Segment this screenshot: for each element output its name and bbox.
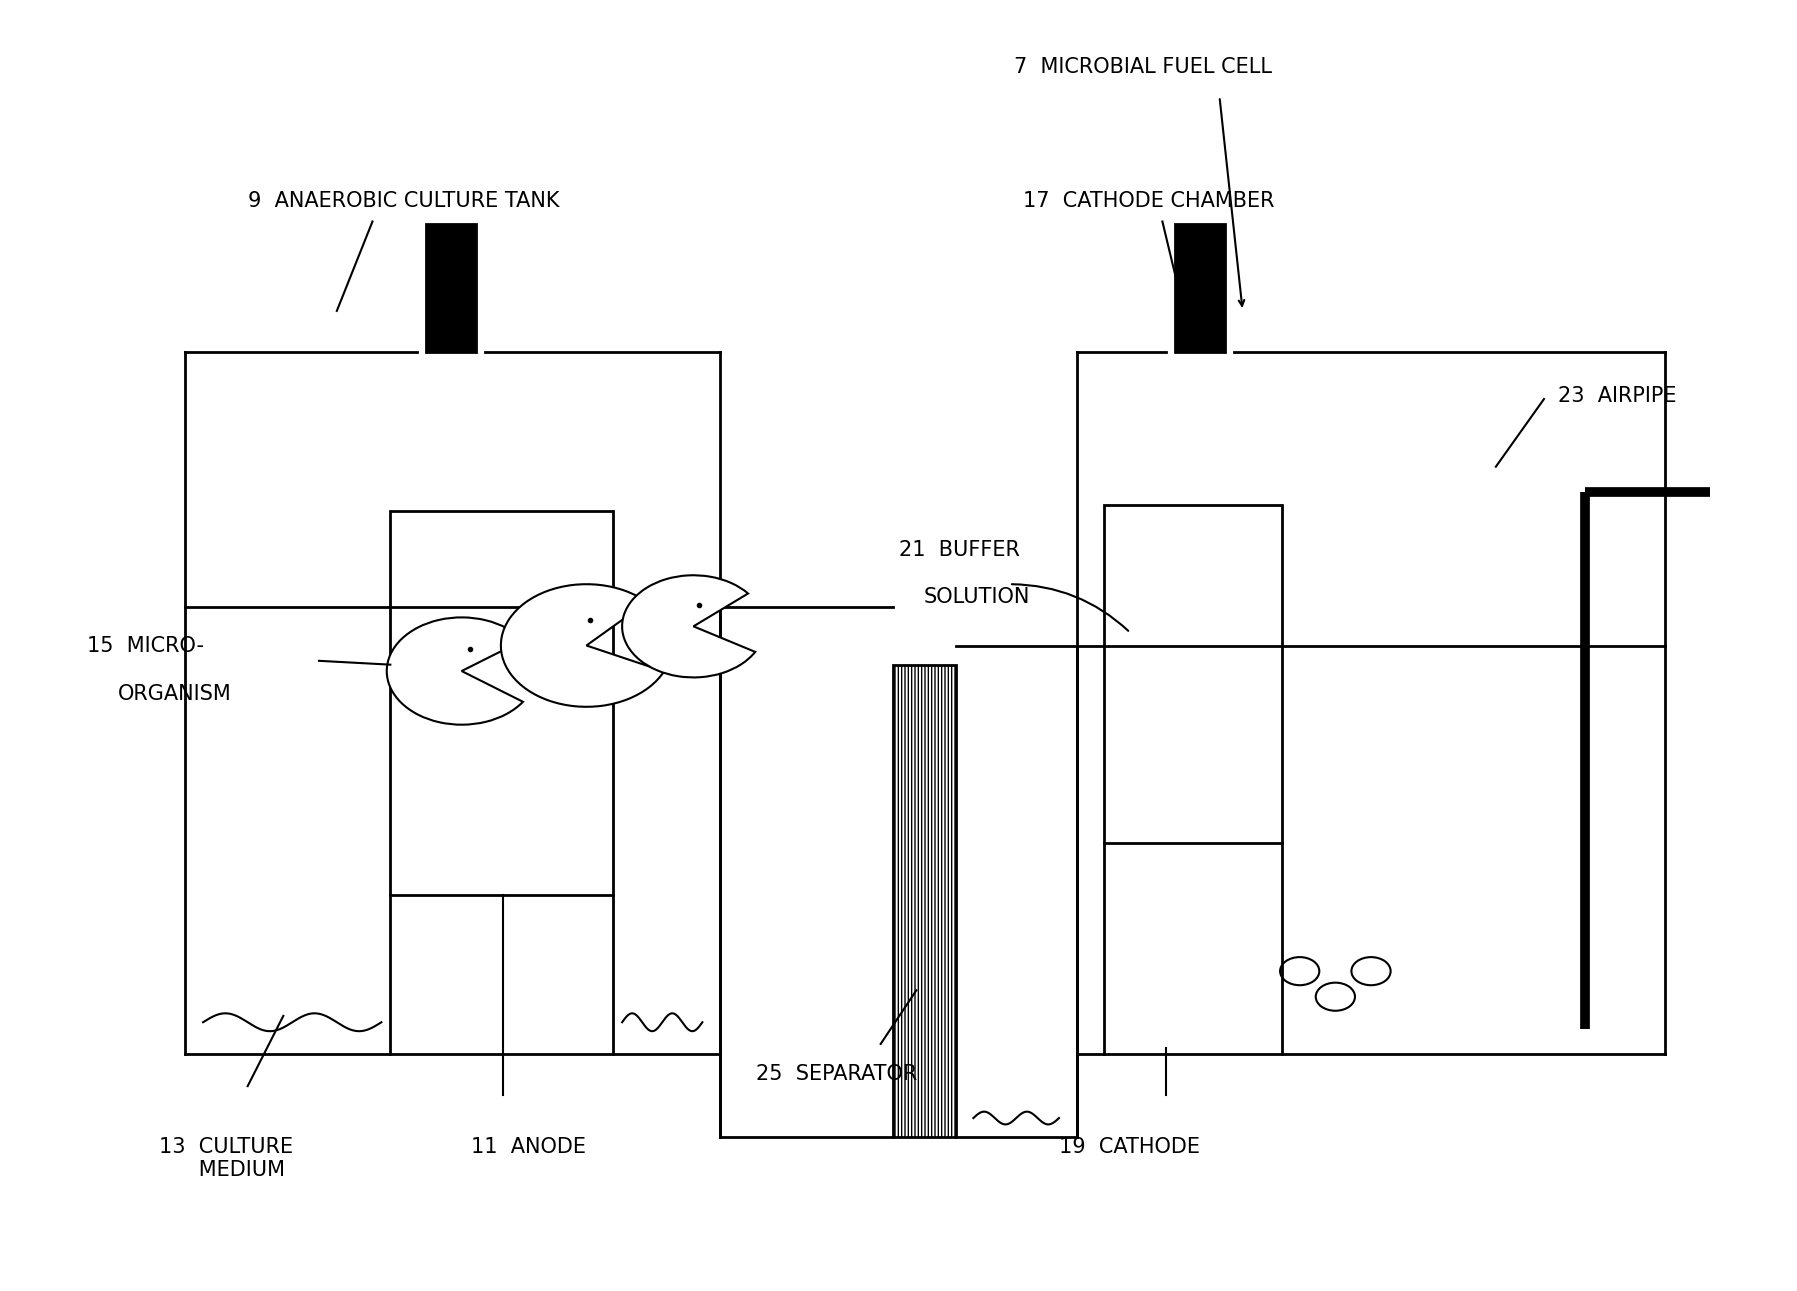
Wedge shape xyxy=(386,617,523,724)
Text: 21  BUFFER: 21 BUFFER xyxy=(898,540,1019,560)
Bar xyxy=(721,607,893,1137)
Bar xyxy=(1076,646,1666,1055)
Bar xyxy=(426,225,476,351)
Text: 7  MICROBIAL FUEL CELL: 7 MICROBIAL FUEL CELL xyxy=(1014,57,1272,77)
Bar xyxy=(390,511,613,895)
Wedge shape xyxy=(501,585,665,706)
Text: 17  CATHODE CHAMBER: 17 CATHODE CHAMBER xyxy=(1022,191,1274,212)
Bar xyxy=(185,607,721,1055)
Text: 25  SEPARATOR: 25 SEPARATOR xyxy=(757,1064,916,1084)
Bar xyxy=(1076,646,1666,1055)
Bar xyxy=(185,607,721,1055)
Text: SOLUTION: SOLUTION xyxy=(924,587,1030,607)
Wedge shape xyxy=(622,576,755,678)
Text: 15  MICRO-: 15 MICRO- xyxy=(88,635,205,656)
Bar xyxy=(1103,505,1281,843)
Text: 13  CULTURE
      MEDIUM: 13 CULTURE MEDIUM xyxy=(158,1137,293,1180)
Bar xyxy=(1175,225,1226,351)
Text: 11  ANODE: 11 ANODE xyxy=(471,1137,586,1157)
Text: 19  CATHODE: 19 CATHODE xyxy=(1058,1137,1200,1157)
Text: 23  AIRPIPE: 23 AIRPIPE xyxy=(1558,386,1677,407)
Text: 9  ANAEROBIC CULTURE TANK: 9 ANAEROBIC CULTURE TANK xyxy=(248,191,559,212)
Text: ORGANISM: ORGANISM xyxy=(117,684,232,704)
Bar xyxy=(956,646,1076,1137)
Bar xyxy=(893,665,956,1137)
